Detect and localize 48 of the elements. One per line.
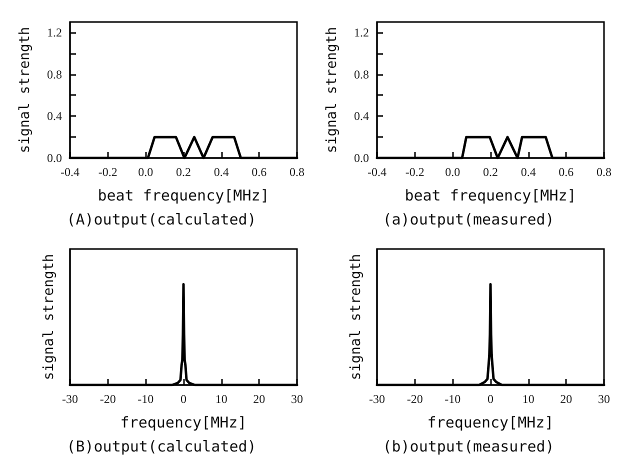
x-tick-label: 0.6 [558, 165, 574, 179]
x-tick-label: 0.4 [520, 165, 536, 179]
x-tick-label: 0 [180, 392, 186, 406]
y-tick-label: 0.0 [354, 151, 369, 165]
y-tick-label: 0.0 [47, 151, 62, 165]
x-tick-label: 0.0 [445, 165, 460, 179]
text: (A)output(calculated) [66, 210, 256, 228]
y-tick-label: 0.4 [354, 109, 369, 124]
x-tick-label: 30 [291, 392, 303, 406]
x-tick-label: 10 [522, 392, 534, 406]
x-axis-title: frequency[MHz] [120, 414, 247, 432]
x-tick-label: 0 [488, 392, 494, 406]
y-tick-label: 0.4 [47, 109, 62, 124]
y-axis-title: signal strength [41, 254, 57, 380]
y-tick-label: 1.2 [354, 25, 369, 40]
x-tick-label: -30 [62, 392, 78, 406]
x-tick-label: -0.4 [368, 165, 386, 179]
y-tick-label: 1.2 [47, 25, 62, 40]
x-tick-label: 20 [253, 392, 266, 406]
x-tick-label: -20 [406, 392, 423, 406]
text: (B)output(calculated) [66, 438, 256, 456]
text: (b)output(measured) [382, 438, 554, 456]
x-tick-label: 0.2 [483, 165, 498, 179]
x-tick-label: -0.2 [405, 165, 424, 179]
x-tick-label: 0.8 [290, 165, 304, 179]
y-axis-title: signal strength [324, 26, 340, 154]
x-tick-label: 10 [215, 392, 228, 406]
text: (a)output(measured) [382, 210, 554, 228]
x-tick-label: 0.4 [214, 165, 229, 179]
x-tick-label: -0.2 [98, 165, 118, 179]
x-axis-title: frequency[MHz] [427, 414, 554, 432]
y-axis-title: signal strength [17, 26, 33, 154]
x-tick-label: 0.8 [596, 165, 612, 179]
x-tick-label: -20 [100, 392, 116, 406]
y-tick-label: 0.8 [47, 67, 62, 82]
x-axis-title: beat frequency[MHz] [404, 186, 576, 204]
x-tick-label: -10 [138, 392, 154, 406]
x-tick-label: 0.2 [176, 165, 191, 179]
x-axis-title: beat frequency[MHz] [98, 186, 270, 204]
x-tick-label: -0.4 [60, 165, 80, 179]
x-tick-label: 20 [560, 392, 572, 406]
x-tick-label: -10 [444, 392, 461, 406]
y-axis-title: signal strength [348, 254, 364, 380]
y-tick-label: 0.8 [354, 67, 369, 82]
x-tick-label: 30 [598, 392, 610, 406]
x-tick-label: -30 [369, 392, 385, 406]
x-tick-label: 0.6 [252, 165, 267, 179]
x-tick-label: 0.0 [138, 165, 154, 179]
